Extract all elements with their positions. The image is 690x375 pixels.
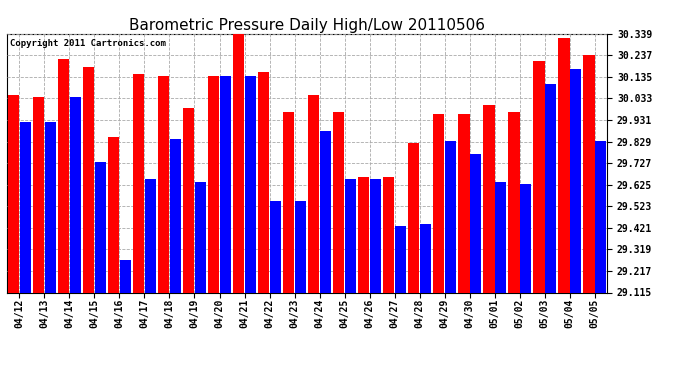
- Bar: [183, 108, 195, 292]
- Bar: [145, 179, 156, 292]
- Bar: [108, 137, 119, 292]
- Bar: [195, 182, 206, 292]
- Bar: [433, 114, 444, 292]
- Bar: [245, 76, 256, 292]
- Bar: [208, 76, 219, 292]
- Bar: [420, 224, 431, 292]
- Bar: [483, 105, 495, 292]
- Text: Copyright 2011 Cartronics.com: Copyright 2011 Cartronics.com: [10, 39, 166, 48]
- Bar: [395, 226, 406, 292]
- Bar: [58, 59, 69, 292]
- Bar: [458, 114, 469, 292]
- Bar: [283, 112, 295, 292]
- Bar: [133, 74, 144, 292]
- Bar: [258, 72, 269, 292]
- Bar: [509, 112, 520, 292]
- Bar: [45, 122, 56, 292]
- Bar: [383, 177, 395, 292]
- Bar: [545, 84, 556, 292]
- Bar: [470, 154, 481, 292]
- Bar: [119, 260, 131, 292]
- Bar: [83, 68, 95, 292]
- Title: Barometric Pressure Daily High/Low 20110506: Barometric Pressure Daily High/Low 20110…: [129, 18, 485, 33]
- Bar: [533, 61, 544, 292]
- Bar: [358, 177, 369, 292]
- Bar: [333, 112, 344, 292]
- Bar: [520, 184, 531, 292]
- Bar: [158, 76, 169, 292]
- Bar: [345, 179, 356, 292]
- Bar: [295, 201, 306, 292]
- Bar: [308, 95, 319, 292]
- Bar: [170, 139, 181, 292]
- Bar: [370, 179, 381, 292]
- Bar: [408, 144, 420, 292]
- Bar: [95, 162, 106, 292]
- Bar: [233, 33, 244, 292]
- Bar: [19, 122, 31, 292]
- Bar: [583, 55, 595, 292]
- Bar: [270, 201, 281, 292]
- Bar: [319, 131, 331, 292]
- Bar: [219, 76, 231, 292]
- Bar: [495, 182, 506, 292]
- Bar: [33, 97, 44, 292]
- Bar: [558, 38, 569, 292]
- Bar: [445, 141, 456, 292]
- Bar: [8, 95, 19, 292]
- Bar: [595, 141, 606, 292]
- Bar: [570, 69, 581, 292]
- Bar: [70, 97, 81, 292]
